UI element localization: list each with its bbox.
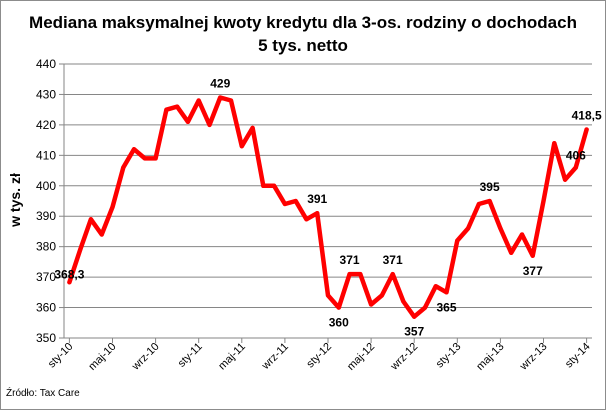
y-axis-label: w tys. zł <box>7 173 23 228</box>
data-point <box>99 232 104 237</box>
series-line-0 <box>67 95 589 319</box>
y-tick-label: 360 <box>36 301 56 315</box>
data-point <box>175 104 180 109</box>
data-point <box>142 156 147 161</box>
source-note: Źródło: Tax Care <box>6 388 80 399</box>
x-tick-label: maj-12 <box>345 341 377 373</box>
data-point <box>509 250 514 255</box>
data-point <box>67 280 72 285</box>
data-point <box>487 199 492 203</box>
data-point <box>153 156 158 161</box>
data-point <box>250 125 255 130</box>
series-layer <box>67 95 589 319</box>
y-tick-label: 370 <box>36 270 56 284</box>
data-point <box>498 226 503 231</box>
data-point <box>563 177 568 182</box>
data-point <box>573 165 578 170</box>
data-point <box>552 141 557 146</box>
data-label: 377 <box>523 264 543 278</box>
y-tick-label: 380 <box>36 240 56 254</box>
data-point <box>519 232 524 237</box>
data-point <box>455 238 460 243</box>
data-label: 368,3 <box>54 267 84 281</box>
data-point <box>229 98 234 103</box>
data-label: 357 <box>404 325 424 339</box>
data-point <box>347 272 352 277</box>
x-tick-label: sty-13 <box>434 341 464 371</box>
y-tick-label: 430 <box>36 87 56 101</box>
x-tick-label: sty-10 <box>46 341 76 371</box>
y-tick-label: 440 <box>36 57 56 71</box>
data-label: 391 <box>307 192 327 206</box>
x-tick-label: wrz-11 <box>259 341 291 373</box>
data-point <box>164 107 169 112</box>
data-point <box>584 127 589 132</box>
data-point <box>390 272 395 277</box>
x-tick-label: wrz-13 <box>517 341 550 374</box>
data-label: 418,5 <box>572 108 602 122</box>
chart-title-line1: Mediana maksymalnej kwoty kredytu dla 3-… <box>29 13 577 32</box>
data-point <box>110 205 115 210</box>
data-point <box>358 272 363 277</box>
x-tick-label: maj-13 <box>474 341 506 373</box>
data-point <box>132 147 137 152</box>
data-point <box>78 247 83 252</box>
x-tick-label: wrz-10 <box>129 341 162 374</box>
data-point <box>422 305 427 310</box>
data-point <box>207 122 212 127</box>
x-tick-label: sty-12 <box>304 341 334 371</box>
data-point <box>530 253 535 258</box>
data-point <box>315 211 320 216</box>
data-point <box>433 284 438 289</box>
data-point <box>121 165 126 170</box>
data-point <box>272 183 277 188</box>
data-point <box>326 293 330 298</box>
data-point <box>196 98 201 103</box>
data-point <box>379 293 384 298</box>
data-point <box>444 290 449 295</box>
data-labels: 368,3 429 391 360 371 371 357 365 395 377 406 418,5 <box>54 76 602 338</box>
data-point <box>218 95 223 100</box>
y-tick-label: 420 <box>36 118 56 132</box>
data-label: 365 <box>437 300 457 314</box>
data-point <box>466 226 471 231</box>
x-tick-label: wrz-12 <box>388 341 421 374</box>
y-tick-label: 400 <box>36 179 56 193</box>
data-point <box>412 314 417 319</box>
data-point <box>476 202 481 207</box>
chart-title: Mediana maksymalnej kwoty kredytu dla 3-… <box>0 11 606 57</box>
data-point <box>293 199 298 203</box>
data-point <box>336 305 341 310</box>
data-point <box>185 119 190 124</box>
data-point <box>369 302 374 307</box>
data-point <box>304 217 309 222</box>
data-point <box>282 202 287 207</box>
data-label: 371 <box>340 253 360 267</box>
data-label: 360 <box>329 316 349 330</box>
y-tick-label: 410 <box>36 148 56 162</box>
gridlines <box>64 63 592 309</box>
data-point <box>541 199 546 203</box>
data-point <box>88 217 93 222</box>
data-point <box>239 144 244 149</box>
data-point <box>261 183 266 188</box>
y-tick-label: 390 <box>36 209 56 223</box>
x-tick-label: maj-11 <box>216 341 248 373</box>
data-label: 395 <box>480 180 500 194</box>
data-label: 371 <box>383 253 403 267</box>
data-point <box>401 299 406 304</box>
data-label: 406 <box>566 149 586 163</box>
data-label: 429 <box>210 76 230 90</box>
x-tick-label: sty-11 <box>176 341 205 370</box>
y-tick-label: 350 <box>36 331 56 345</box>
x-tick-label: maj-10 <box>86 341 118 373</box>
x-tick-label: sty-14 <box>563 341 593 371</box>
chart-subtitle: 5 tys. netto <box>258 36 348 55</box>
